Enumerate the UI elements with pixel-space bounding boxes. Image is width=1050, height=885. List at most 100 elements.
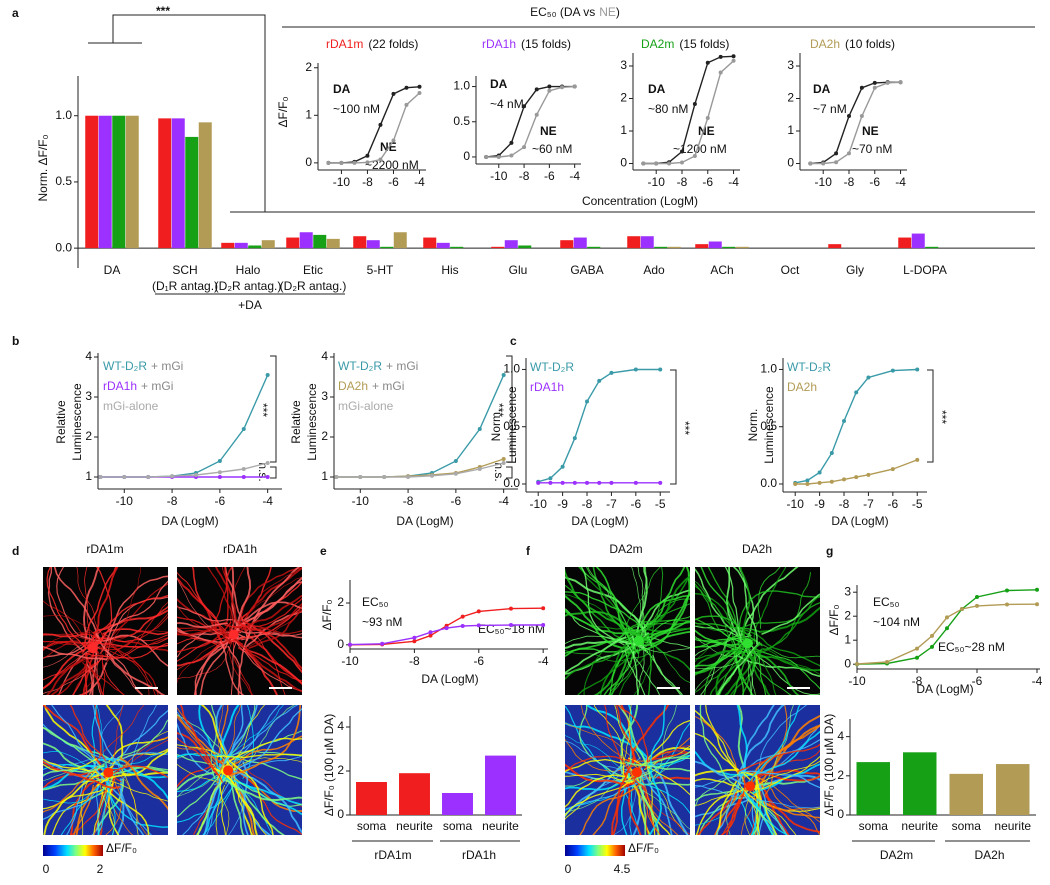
data-point (667, 161, 672, 166)
neurite (625, 761, 690, 772)
neurite (43, 785, 101, 804)
neurite (120, 730, 168, 773)
bar (353, 236, 367, 249)
neurite (109, 765, 168, 779)
neurite (630, 786, 690, 830)
neurite (599, 634, 644, 695)
neurite (742, 789, 761, 835)
image-title: rDA1h (223, 542, 257, 556)
y-tick-label: 2 (321, 429, 328, 443)
data-point (476, 623, 481, 628)
neurite (43, 763, 105, 777)
colorbar-tick-label: 0 (43, 862, 50, 876)
title-note: (15 folds) (521, 37, 571, 51)
y-tick-label: 0.0 (503, 476, 520, 490)
data-point (560, 480, 565, 485)
neurite (235, 567, 252, 635)
annotation: +DA (238, 298, 262, 312)
neurite (642, 746, 690, 766)
neurite (230, 635, 240, 695)
neurite (235, 640, 302, 692)
x-tick-label: 5-HT (367, 263, 394, 277)
x-tick-label: -8 (403, 494, 414, 508)
neurite (593, 631, 642, 695)
neurite (43, 640, 80, 647)
neurite (625, 638, 690, 683)
data-point (358, 475, 363, 479)
neurite (747, 640, 777, 695)
data-point (915, 367, 920, 372)
annotation: ~80 nM (648, 102, 688, 116)
neurite (228, 760, 274, 835)
neurite (752, 763, 820, 794)
data-point (692, 102, 697, 107)
data-point (444, 626, 449, 631)
neurite (756, 799, 820, 809)
neurite (177, 753, 241, 761)
data-point (854, 390, 859, 395)
data-point (705, 116, 710, 120)
bar (654, 246, 668, 249)
data-point (378, 157, 383, 162)
data-point (585, 480, 590, 485)
bar (903, 752, 937, 815)
neurite (743, 774, 820, 795)
neurite (639, 567, 647, 643)
data-point (429, 473, 434, 478)
data-point (945, 615, 949, 620)
micrograph (43, 567, 168, 695)
neurite (177, 605, 234, 622)
neurite (219, 705, 244, 768)
data-point (641, 161, 646, 166)
neurite (43, 634, 79, 660)
data-point (412, 635, 417, 640)
annotation: ~1200 nM (673, 142, 727, 156)
data-point (348, 642, 352, 647)
neurite (82, 567, 141, 663)
bar (996, 764, 1030, 815)
neurite (99, 766, 168, 776)
neurite (216, 705, 241, 784)
neurite (198, 705, 222, 785)
annotation: EC₅₀~28 nM (938, 640, 1005, 654)
data-point (380, 641, 385, 646)
neurite (578, 705, 631, 780)
neurite (177, 753, 215, 766)
panel-label: f (526, 544, 531, 558)
neurite (98, 637, 168, 660)
bar (856, 762, 890, 815)
data-point (365, 160, 370, 165)
neurite (565, 771, 634, 815)
image-title: rDA1m (86, 542, 123, 556)
data-point (872, 85, 877, 90)
annotation: *** (935, 410, 949, 424)
data-point (217, 470, 222, 475)
neurite (627, 764, 661, 835)
neurite (565, 609, 637, 635)
y-tick-label: 0.5 (503, 419, 520, 433)
neurite (177, 753, 223, 760)
annotation: ~93 nM (362, 615, 402, 629)
data-point (509, 140, 514, 145)
neurite (650, 567, 664, 644)
bar (504, 240, 518, 249)
neurite (695, 593, 734, 642)
data-point (548, 480, 553, 485)
x-axis-label: DA (LogM) (831, 514, 888, 528)
legend-suffix: + mGi (386, 359, 418, 373)
data-point (265, 373, 270, 377)
neurite (565, 635, 629, 645)
data-point (658, 480, 663, 485)
x-tick-label: Etic (303, 263, 323, 277)
y-tick-label: 1.0 (453, 79, 470, 93)
neurite (695, 760, 753, 790)
x-tick-label: -4 (569, 169, 580, 183)
x-tick-label: -6 (869, 175, 880, 189)
neurite (741, 760, 820, 790)
data-point (391, 138, 396, 143)
neurite (43, 640, 80, 649)
x-tick-label: -8 (167, 494, 178, 508)
significance-bracket (88, 14, 266, 212)
title-note: (22 folds) (368, 37, 418, 51)
neurite (626, 705, 670, 767)
